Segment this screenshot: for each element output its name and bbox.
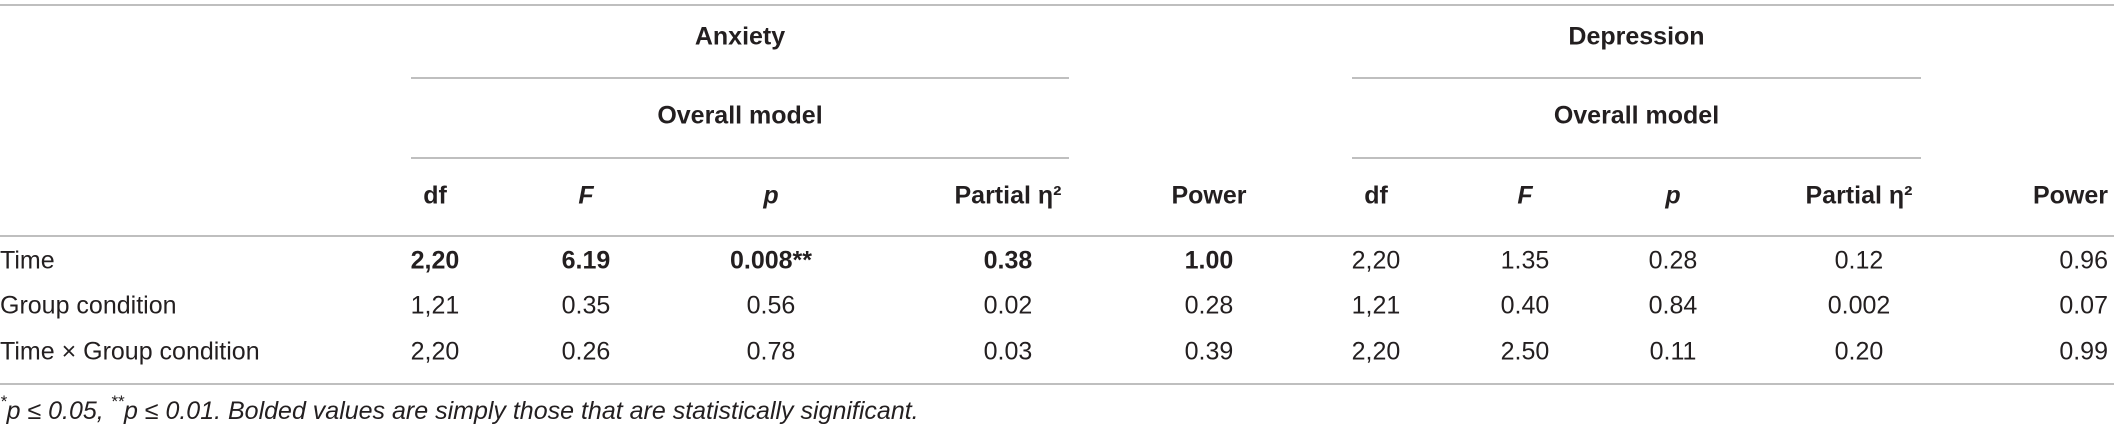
cell: 0.02 [984,292,1033,320]
group-title: Anxiety [695,23,785,51]
cell: 2,20 [1352,338,1401,366]
cell: 1.35 [1501,247,1550,275]
column-header: df [423,182,447,210]
cell: 0.26 [562,338,611,366]
row-label: Time × Group condition [0,338,260,366]
cell: 0.40 [1501,292,1550,320]
cell: 0.03 [984,338,1033,366]
footnote-text: p ≤ 0.05, [6,397,111,425]
cell: 2,20 [411,247,460,275]
cell: 0.20 [1835,338,1884,366]
footnote: *p ≤ 0.05, **p ≤ 0.01. Bolded values are… [0,392,919,425]
cell: 0.56 [747,292,796,320]
cell: 2,20 [1352,247,1401,275]
column-header: df [1364,182,1388,210]
column-header: Power [2033,182,2108,210]
cell: 1,21 [1352,292,1401,320]
cell: 2.50 [1501,338,1550,366]
footnote-mark: ** [111,392,126,411]
group-subtitle: Overall model [1554,102,1719,130]
cell: 0.008** [730,247,812,275]
column-header: F [578,182,594,210]
cell: 0.28 [1185,292,1234,320]
column-header: p [762,182,778,210]
cell: 0.96 [2059,247,2108,275]
cell: 1.00 [1185,247,1234,275]
cell: 0.99 [2059,338,2108,366]
group-title: Depression [1568,23,1704,51]
cell: 0.07 [2059,292,2108,320]
cell: 0.39 [1185,338,1234,366]
cell: 0.11 [1650,338,1697,366]
cell: 0.12 [1835,247,1884,275]
cell: 2,20 [411,338,460,366]
column-header: Partial η² [1806,182,1913,210]
cell: 0.84 [1649,292,1698,320]
column-header: p [1664,182,1680,210]
row-label: Time [0,247,55,275]
footnote-text: p ≤ 0.01. Bolded values are simply those… [123,397,919,425]
cell: 0.38 [984,247,1033,275]
cell: 0.28 [1649,247,1698,275]
column-header: F [1517,182,1533,210]
row-label: Group condition [0,292,177,320]
footnote-mark: * [0,392,8,411]
cell: 0.002 [1828,292,1891,320]
cell: 0.35 [562,292,611,320]
cell: 6.19 [562,247,611,275]
group-subtitle: Overall model [657,102,822,130]
column-header: Partial η² [955,182,1062,210]
column-header: Power [1171,182,1246,210]
cell: 0.78 [747,338,796,366]
cell: 1,21 [411,292,460,320]
